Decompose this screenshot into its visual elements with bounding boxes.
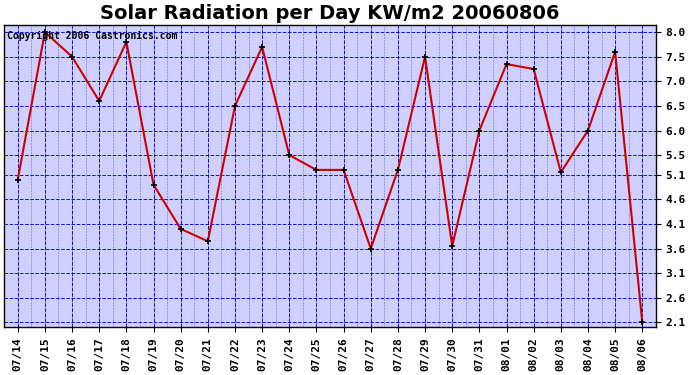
Title: Solar Radiation per Day KW/m2 20060806: Solar Radiation per Day KW/m2 20060806 — [100, 4, 560, 23]
Text: Copyright 2006 Castronics.com: Copyright 2006 Castronics.com — [8, 31, 178, 41]
